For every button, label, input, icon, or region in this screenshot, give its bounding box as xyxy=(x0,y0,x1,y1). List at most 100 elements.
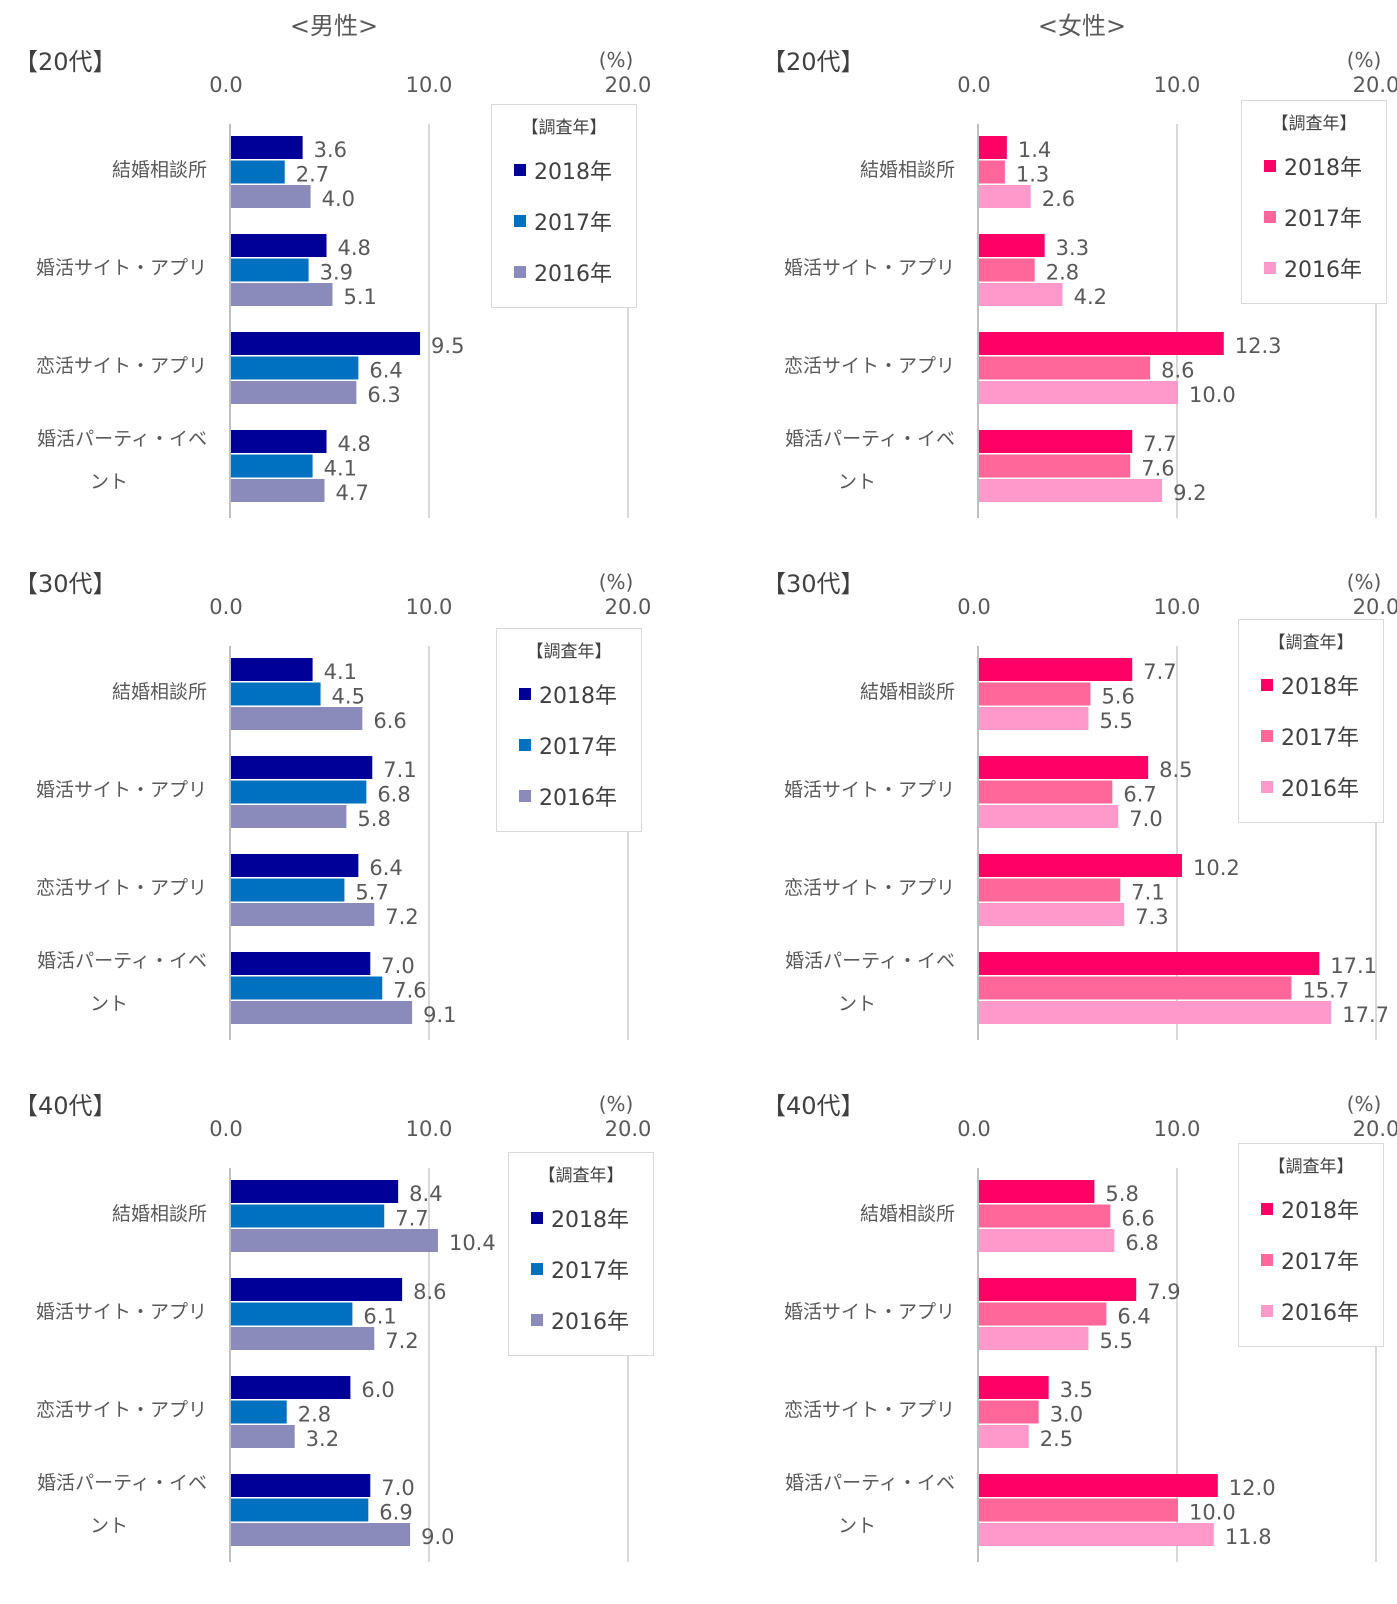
chart-panel-female-5: 【40代】 (%) 0.0 10.0 20.0 結婚相談所 5.8 6.6 6.8 婚活サイト・ア… xyxy=(762,1084,1397,1604)
legend-item: 2018年 xyxy=(1242,140,1386,191)
bar xyxy=(231,658,313,681)
category-label: 結婚相談所 xyxy=(112,159,207,181)
data-label: 10.0 xyxy=(1189,383,1236,407)
category-label: 恋活サイト・アプリ xyxy=(36,355,207,377)
bar xyxy=(979,1523,1214,1546)
data-label: 6.3 xyxy=(367,383,400,407)
bar xyxy=(979,1498,1178,1522)
data-label: 9.2 xyxy=(1173,481,1206,505)
category-label: 婚活パーティ・イベ xyxy=(37,428,207,450)
bar xyxy=(979,805,1119,828)
legend-item: 2017年 xyxy=(1239,1234,1383,1285)
legend-title: 【調査年】 xyxy=(526,642,612,662)
legend-item: 2017年 xyxy=(497,719,641,770)
legend-swatch xyxy=(1264,210,1276,223)
bar xyxy=(231,1498,369,1522)
chart-panel-female-1: 【20代】 (%) 0.0 10.0 20.0 結婚相談所 1.4 1.3 2.6 婚活サイト・ア… xyxy=(762,40,1397,560)
bar xyxy=(231,903,375,926)
x-tick-label: 10.0 xyxy=(406,1117,453,1141)
legend-label: 2016年 xyxy=(1281,1300,1359,1326)
data-label: 5.1 xyxy=(343,285,376,309)
chart-title: 【30代】 xyxy=(762,570,865,598)
bar xyxy=(979,136,1007,159)
bar xyxy=(231,430,327,453)
legend-swatch xyxy=(531,1262,543,1275)
data-label: 6.6 xyxy=(373,709,406,733)
legend-swatch xyxy=(1261,780,1273,793)
bar xyxy=(231,479,325,502)
category-label-wrap: ント xyxy=(838,471,876,493)
bar xyxy=(231,356,359,380)
data-label: 7.1 xyxy=(1131,881,1164,905)
x-tick-label: 10.0 xyxy=(1154,73,1201,97)
bar xyxy=(979,1474,1218,1497)
data-label: 2.6 xyxy=(1042,187,1075,211)
legend-title: 【調査年】 xyxy=(521,118,607,138)
legend-label: 2018年 xyxy=(539,683,617,709)
bar xyxy=(979,1204,1111,1228)
data-label: 8.5 xyxy=(1159,758,1192,782)
data-label: 12.3 xyxy=(1235,334,1282,358)
chart-title: 【40代】 xyxy=(762,1092,865,1120)
data-label: 4.7 xyxy=(336,481,369,505)
bar xyxy=(231,332,421,355)
bar xyxy=(979,878,1121,902)
legend-title: 【調査年】 xyxy=(1268,1157,1354,1177)
bar-chart-svg: (%) 0.0 10.0 20.0 結婚相談所 7.7 5.65.5 婚活サイト・アプリ 8.5… xyxy=(784,570,1397,1040)
category-label: 結婚相談所 xyxy=(112,1203,207,1225)
legend-swatch xyxy=(514,265,526,278)
legend-swatch xyxy=(519,738,531,751)
unit-label: (%) xyxy=(599,1092,634,1116)
data-label: 5.5 xyxy=(1099,1329,1132,1353)
bar xyxy=(231,1523,411,1546)
data-label: 6.8 xyxy=(377,783,410,807)
data-label: 10.0 xyxy=(1189,1501,1236,1525)
bar xyxy=(979,356,1151,380)
x-tick-label: 20.0 xyxy=(1353,1117,1397,1141)
data-label: 7.3 xyxy=(1135,905,1168,929)
legend-label: 2016年 xyxy=(1281,776,1359,802)
data-label: 6.4 xyxy=(369,359,402,383)
data-label: 11.8 xyxy=(1225,1525,1272,1549)
legend-label: 2016年 xyxy=(1284,257,1362,283)
legend-item: 2018年 xyxy=(497,668,641,719)
x-tick-label: 20.0 xyxy=(605,73,652,97)
data-label: 17.7 xyxy=(1342,1003,1389,1027)
data-label: 6.4 xyxy=(1117,1305,1150,1329)
category-label-wrap: ント xyxy=(838,1515,876,1537)
bar xyxy=(231,1400,287,1424)
data-label: 10.2 xyxy=(1193,856,1240,880)
bar xyxy=(231,952,371,975)
bar xyxy=(979,1278,1137,1301)
legend-swatch xyxy=(1261,1253,1273,1266)
bar xyxy=(979,780,1113,804)
x-tick-label: 20.0 xyxy=(1353,73,1397,97)
x-tick-label: 20.0 xyxy=(605,1117,652,1141)
bar xyxy=(979,479,1163,502)
bar xyxy=(231,283,333,306)
bar xyxy=(979,332,1224,355)
legend-swatch xyxy=(514,214,526,227)
legend-item: 2017年 xyxy=(509,1243,653,1294)
x-tick-label: 0.0 xyxy=(209,1117,242,1141)
legend: 【調査年】 2018年 2017年 2016年 xyxy=(1238,1143,1384,1347)
bar xyxy=(979,454,1131,478)
data-label: 2.5 xyxy=(1040,1427,1073,1451)
legend-label: 2016年 xyxy=(534,261,612,287)
data-label: 5.5 xyxy=(1099,709,1132,733)
x-tick-label: 10.0 xyxy=(406,595,453,619)
category-label: 婚活サイト・アプリ xyxy=(36,257,207,279)
x-tick-label: 0.0 xyxy=(957,73,990,97)
data-label: 7.0 xyxy=(1129,807,1162,831)
legend-label: 2017年 xyxy=(534,210,612,236)
data-label: 5.8 xyxy=(357,807,390,831)
bar xyxy=(231,160,285,184)
data-label: 6.6 xyxy=(1121,1207,1154,1231)
legend-swatch xyxy=(1264,261,1276,274)
category-label-wrap: ント xyxy=(838,993,876,1015)
data-label: 9.1 xyxy=(423,1003,456,1027)
data-label: 1.4 xyxy=(1018,138,1051,162)
bar xyxy=(979,707,1089,730)
legend-label: 2018年 xyxy=(1284,155,1362,181)
data-label: 2.8 xyxy=(298,1403,331,1427)
